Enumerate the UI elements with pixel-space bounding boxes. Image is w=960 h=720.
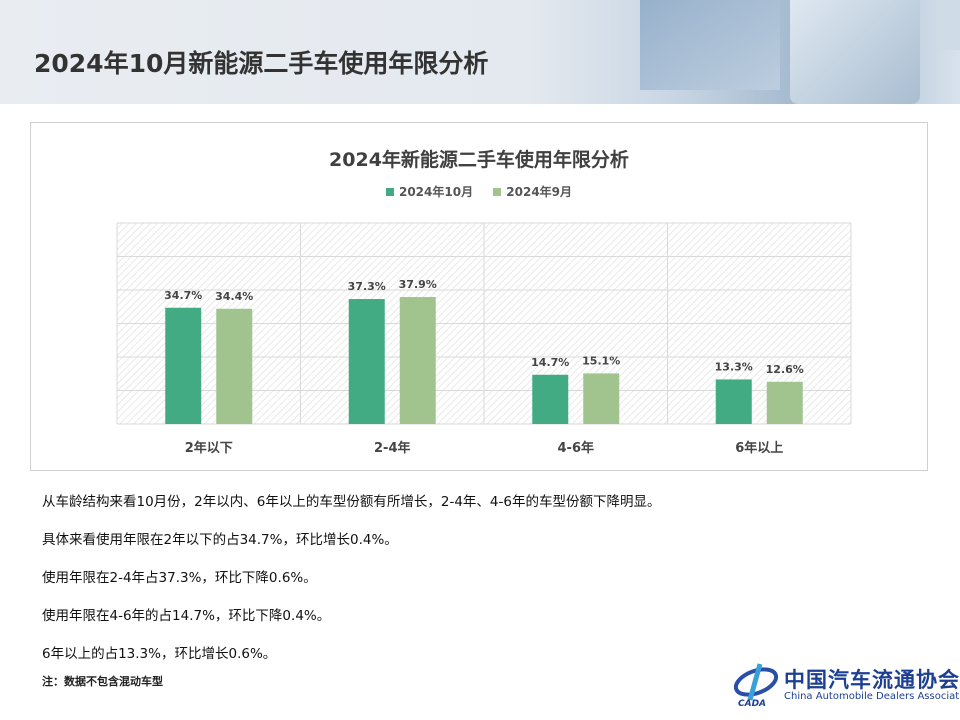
paragraph: 使用年限在4-6年的占14.7%，环比下降0.4%。 (42, 608, 331, 624)
bar (165, 307, 202, 424)
decorative-image (790, 0, 920, 104)
x-tick-label: 2年以下 (185, 440, 233, 456)
logo-en-text: China Automobile Dealers Association (784, 691, 960, 702)
page-title: 2024年10月新能源二手车使用年限分析 (34, 49, 489, 78)
bar (216, 308, 253, 424)
decorative-image (935, 0, 960, 50)
chart-container: 2024年新能源二手车使用年限分析 2024年10月 2024年9月 34.7%… (30, 122, 928, 471)
paragraph: 6年以上的占13.3%，环比增长0.6%。 (42, 646, 277, 662)
x-tick-label: 6年以上 (735, 440, 783, 456)
paragraph: 使用年限在2-4年占37.3%，环比下降0.6%。 (42, 570, 317, 586)
cada-logo: CADA 中国汽车流通协会 China Automobile Dealers A… (732, 660, 960, 710)
data-label: 37.9% (399, 278, 437, 291)
bar (348, 299, 385, 424)
chart-title: 2024年新能源二手车使用年限分析 (329, 149, 629, 171)
data-label: 15.1% (582, 354, 620, 367)
bar (715, 379, 752, 424)
header-banner: 2024年10月新能源二手车使用年限分析 (0, 0, 960, 104)
bar-chart: 34.7% 34.4% 2年以下 37.3% 37.9% 2-4年 14.7% 15.1% 4-… (116, 222, 852, 456)
bar (766, 381, 803, 424)
paragraph: 从车龄结构来看10月份，2年以内、6年以上的车型份额有所增长，2-4年、4-6年… (42, 494, 661, 510)
logo-cn-text: 中国汽车流通协会 (784, 667, 960, 692)
legend-label: 2024年10月 (398, 185, 474, 199)
legend-item: 2024年10月 (385, 183, 474, 200)
data-label: 37.3% (348, 280, 386, 293)
x-tick-label: 4-6年 (558, 440, 595, 456)
x-tick-label: 2-4年 (374, 440, 411, 456)
data-label: 34.4% (215, 290, 253, 303)
footnote: 注：数据不包含混动车型 (42, 675, 163, 688)
legend-label: 2024年9月 (506, 185, 573, 199)
paragraph: 具体来看使用年限在2年以下的占34.7%，环比增长0.4%。 (42, 532, 398, 548)
legend-swatch (493, 187, 502, 196)
data-label: 13.3% (715, 360, 753, 373)
svg-text:CADA: CADA (738, 699, 766, 708)
legend: 2024年10月 2024年9月 (31, 183, 927, 200)
decorative-image (640, 0, 780, 90)
legend-swatch (385, 187, 394, 196)
data-label: 12.6% (766, 363, 804, 376)
data-label: 34.7% (164, 289, 202, 302)
legend-item: 2024年9月 (493, 183, 572, 200)
bar (532, 374, 569, 424)
data-label: 14.7% (531, 356, 569, 369)
cada-emblem-icon: CADA (733, 663, 779, 708)
bar (583, 373, 620, 424)
bar (399, 297, 436, 424)
